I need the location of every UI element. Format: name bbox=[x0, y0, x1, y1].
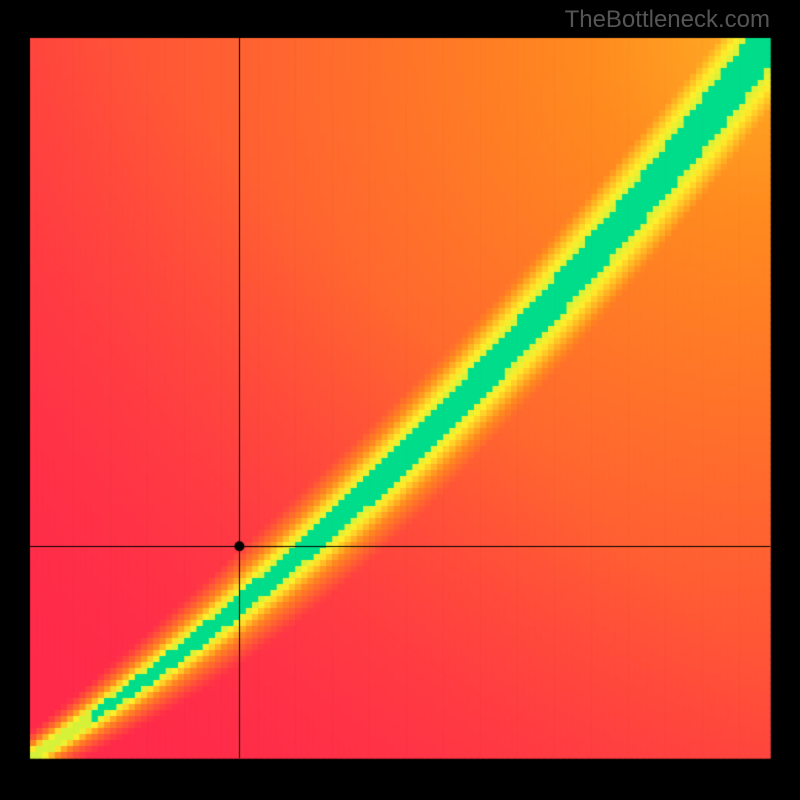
watermark-label: TheBottleneck.com bbox=[565, 6, 770, 34]
chart-container: TheBottleneck.com bbox=[0, 0, 800, 800]
bottleneck-heatmap bbox=[0, 0, 800, 800]
